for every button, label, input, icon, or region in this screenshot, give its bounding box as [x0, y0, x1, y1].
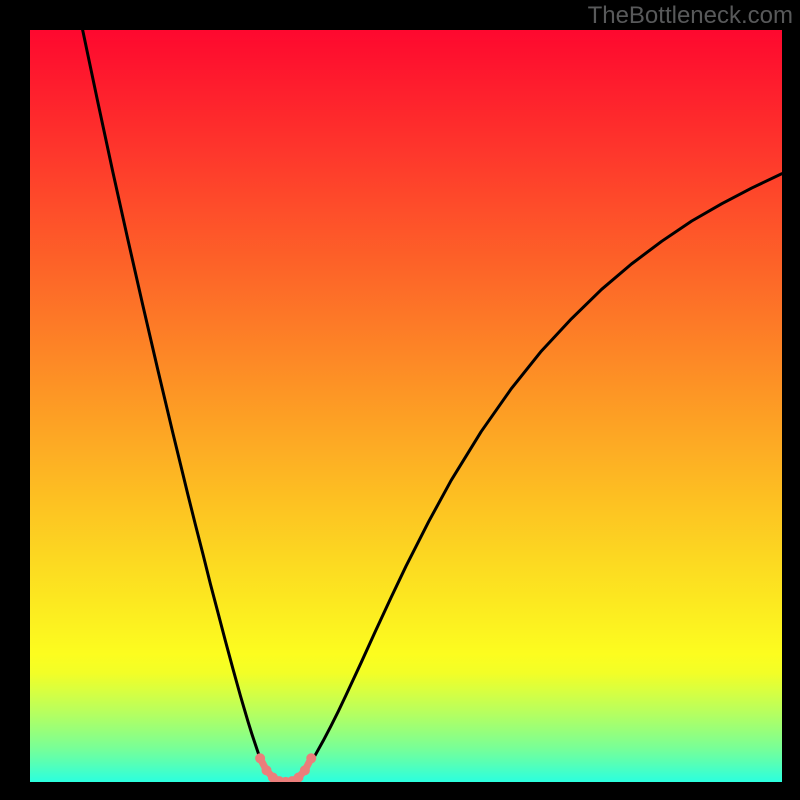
optimal-range-dot: [300, 765, 310, 775]
optimal-range-dot: [255, 753, 265, 763]
frame-bottom: [0, 782, 800, 800]
chart-svg: [30, 30, 782, 782]
frame-left: [0, 30, 30, 782]
chart-background: [30, 30, 782, 782]
frame-right: [782, 30, 800, 782]
watermark-label: TheBottleneck.com: [588, 2, 793, 30]
optimal-range-dot: [306, 753, 316, 763]
plot-area: [30, 30, 782, 782]
